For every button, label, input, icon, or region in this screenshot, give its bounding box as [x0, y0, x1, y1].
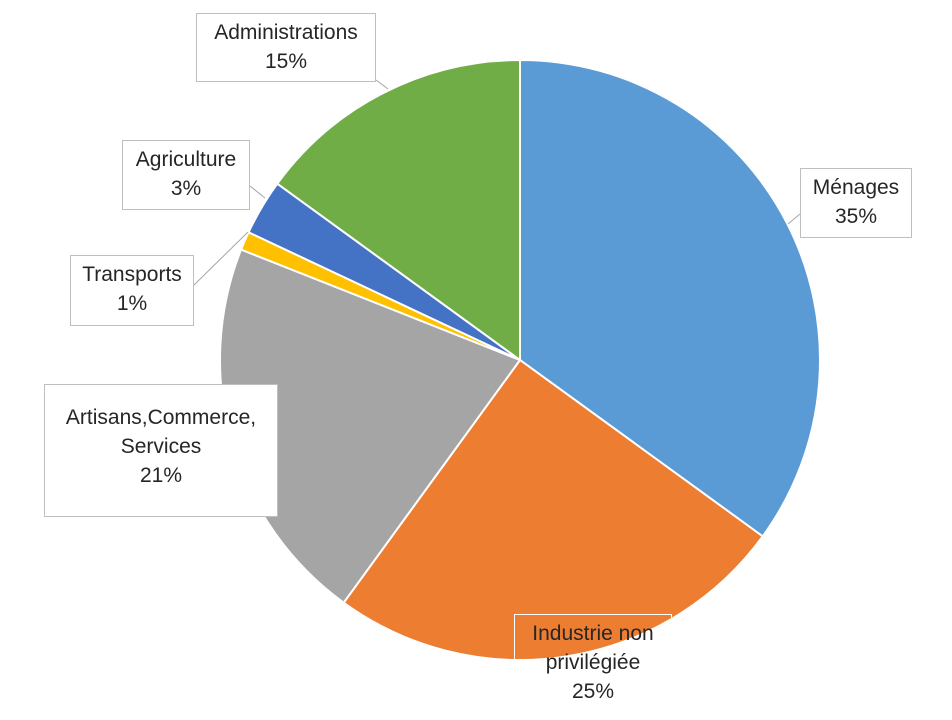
label-pct: 21%: [139, 464, 183, 487]
label-name: Administrations: [214, 21, 358, 44]
leader-line-administrations: [375, 79, 389, 90]
label-pct: 15%: [264, 50, 308, 73]
leader-line-menages: [787, 213, 801, 225]
label-name: Industrie non: [532, 622, 654, 645]
label-name: Artisans,Commerce,: [65, 406, 257, 429]
label-name: Services: [120, 435, 202, 458]
pie-slice-administrations: [275, 58, 521, 362]
label-pct: 35%: [834, 205, 878, 228]
label-name: Transports: [82, 263, 182, 286]
data-label-menages: Ménages 35%: [800, 168, 912, 238]
data-label-agriculture: Agriculture 3%: [122, 140, 250, 210]
label-name: Agriculture: [135, 148, 237, 171]
label-name: privilégiée: [545, 651, 641, 674]
data-label-transports: Transports 1%: [70, 255, 194, 326]
data-label-industrie: Industrie non privilégiée 25%: [514, 614, 672, 720]
data-label-administrations: Administrations 15%: [196, 13, 376, 82]
leader-line-transports: [193, 231, 249, 286]
label-name: Ménages: [812, 176, 900, 199]
label-pct: 3%: [170, 177, 202, 200]
label-pct: 1%: [116, 292, 148, 315]
leader-line-agriculture: [249, 185, 266, 199]
pie-slice-industrie-non-privil-gi-e: [342, 358, 765, 661]
pie-slice-m-nages: [519, 58, 821, 538]
data-label-artisans: Artisans,Commerce, Services 21%: [44, 384, 278, 517]
label-pct: 25%: [571, 680, 615, 703]
